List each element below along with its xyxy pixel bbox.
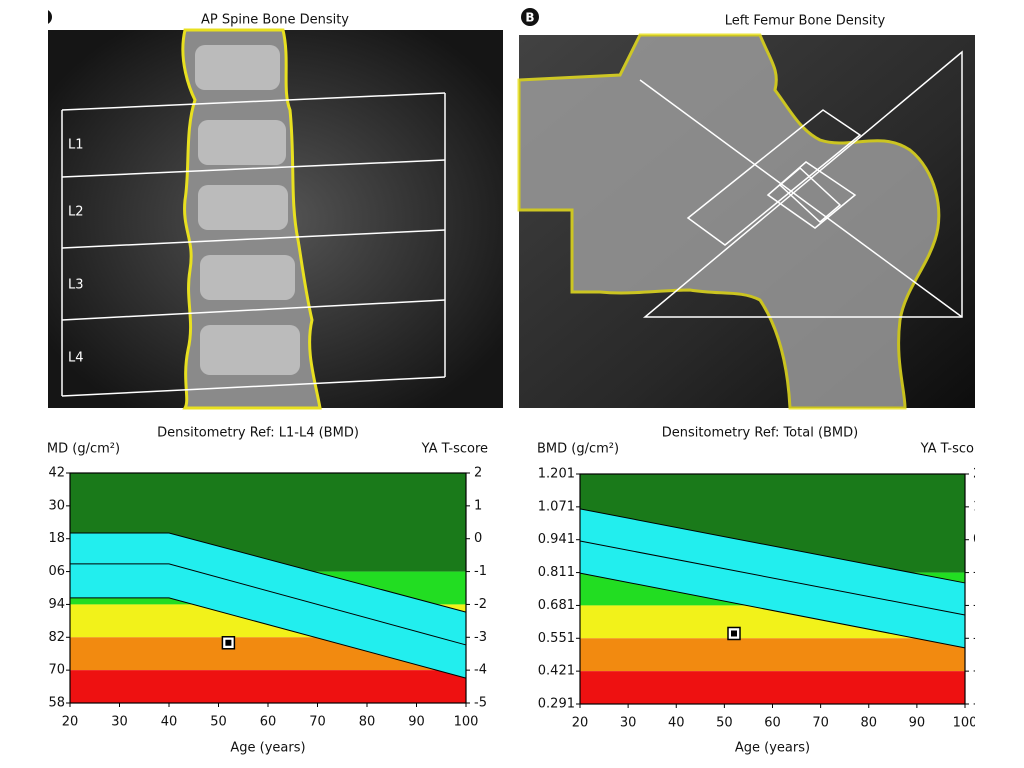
y-tick-label: 1.071 xyxy=(538,499,575,514)
reference-line xyxy=(70,563,467,646)
region-label: L1 xyxy=(68,138,84,153)
x-tick-label: 50 xyxy=(210,715,227,730)
chart-title: Densitometry Ref: Total (BMD) xyxy=(662,426,858,441)
x-axis-label: Age (years) xyxy=(735,741,810,756)
x-tick-label: 40 xyxy=(161,715,178,730)
zone xyxy=(70,670,466,703)
reference-line xyxy=(579,572,966,649)
y-tick-label: 0.551 xyxy=(538,631,575,646)
reference-line xyxy=(70,532,467,613)
y2-tick-label: -3 xyxy=(474,630,487,645)
y-tick-label: 0.811 xyxy=(538,565,575,580)
y2-tick-label: -5 xyxy=(973,697,986,712)
y-tick-label: 1.42 xyxy=(36,466,65,481)
femur-outline xyxy=(517,33,941,410)
chart: 1.201 1.071 0.941 0.811 0.681 0.551 0.421 0.291… xyxy=(537,426,987,756)
y2-tick-label: -4 xyxy=(973,664,986,679)
x-tick-label: 20 xyxy=(572,716,589,731)
y2-tick-label: -2 xyxy=(474,597,487,612)
femur-image xyxy=(517,33,975,410)
chart-title: Densitometry Ref: L1-L4 (BMD) xyxy=(157,426,359,441)
zone xyxy=(580,671,965,704)
x-tick-label: 90 xyxy=(408,715,425,730)
x-tick-label: 70 xyxy=(812,716,829,731)
region-label: L2 xyxy=(68,205,84,220)
x-tick-label: 30 xyxy=(620,716,637,731)
x-tick-label: 60 xyxy=(260,715,277,730)
y2-tick-label: -1 xyxy=(474,564,487,579)
patient-marker-core xyxy=(731,630,737,637)
zone xyxy=(580,638,965,672)
x-tick-label: 30 xyxy=(111,715,128,730)
y-tick-label: 0.82 xyxy=(36,630,65,645)
y-tick-label: 0.681 xyxy=(538,598,575,613)
image-title: Left Femur Bone Density xyxy=(725,14,886,29)
y2-tick-label: -2 xyxy=(973,598,986,613)
panel-label: B xyxy=(525,11,534,25)
vertebrae xyxy=(195,45,300,375)
chart: 1.42 1.30 1.18 1.06 0.94 0.82 0.70 0.58 2 1 0 -1 -2 -… xyxy=(36,426,488,756)
region-label: L4 xyxy=(68,351,84,366)
x-tick-label: 90 xyxy=(909,716,926,731)
x-tick-label: 80 xyxy=(359,715,376,730)
y-axis-label: BMD (g/cm²) xyxy=(537,442,619,457)
y2-tick-label: 2 xyxy=(474,466,482,481)
y-tick-label: 0.58 xyxy=(36,696,65,711)
y-tick-label: 0.291 xyxy=(538,697,575,712)
reference-line xyxy=(70,597,467,679)
y-tick-label: 1.201 xyxy=(538,467,575,482)
spine-image: L1 L2 L3 L4 xyxy=(48,28,503,410)
panel-badge xyxy=(521,8,539,26)
x-tick-label: 100 xyxy=(953,716,978,731)
y2-tick-label: 0 xyxy=(973,532,981,547)
image-title: AP Spine Bone Density xyxy=(201,13,349,28)
crop xyxy=(0,0,48,30)
y-tick-label: 0.70 xyxy=(36,663,65,678)
reference-band xyxy=(70,532,466,679)
y2-tick-label: -4 xyxy=(474,663,487,678)
reference-line xyxy=(579,508,966,584)
region-boxes xyxy=(61,92,446,397)
y2-axis-label: YA T-score xyxy=(920,442,987,457)
y2-tick-label: 1 xyxy=(474,498,482,513)
y-tick-label: 1.18 xyxy=(36,531,65,546)
y-axis-label: BMD (g/cm²) xyxy=(38,442,120,457)
y2-tick-label: 2 xyxy=(973,467,981,482)
reference-line xyxy=(579,540,966,616)
region-label: L3 xyxy=(68,278,84,293)
y-tick-label: 0.94 xyxy=(36,597,65,612)
x-tick-label: 60 xyxy=(764,716,781,731)
y2-tick-label: -1 xyxy=(973,565,986,580)
x-tick-label: 50 xyxy=(716,716,733,731)
y2-axis-label: YA T-score xyxy=(421,442,488,457)
x-tick-label: 40 xyxy=(668,716,685,731)
y-tick-label: 1.06 xyxy=(36,564,65,579)
region-boxes xyxy=(639,50,963,318)
y2-tick-label: -5 xyxy=(474,696,487,711)
y-tick-label: 0.421 xyxy=(538,664,575,679)
y-tick-label: 0.941 xyxy=(538,532,575,547)
y2-tick-label: 1 xyxy=(973,499,981,514)
x-tick-label: 80 xyxy=(860,716,877,731)
y-tick-label: 1.30 xyxy=(36,498,65,513)
y2-tick-label: 0 xyxy=(474,531,482,546)
x-tick-label: 20 xyxy=(62,715,79,730)
y2-tick-label: -3 xyxy=(973,631,986,646)
x-tick-label: 100 xyxy=(454,715,479,730)
x-tick-label: 70 xyxy=(309,715,326,730)
x-axis-label: Age (years) xyxy=(230,741,305,756)
patient-marker-core xyxy=(225,639,232,646)
